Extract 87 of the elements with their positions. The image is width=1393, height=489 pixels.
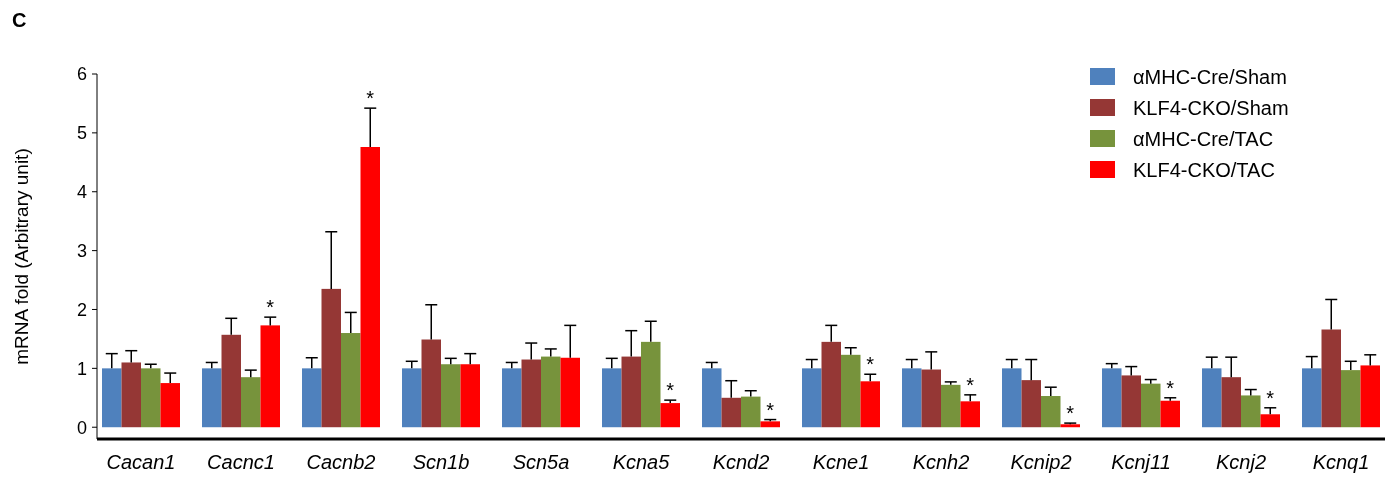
- bar: [441, 364, 461, 428]
- bar: [141, 368, 161, 428]
- bar: [260, 325, 280, 428]
- bar: [241, 377, 261, 428]
- data-label: *: [1166, 376, 1175, 399]
- bar: [921, 369, 941, 428]
- x-tick-label: Kcnip2: [1010, 451, 1072, 473]
- y-tick-label: 2: [76, 299, 87, 320]
- bar: [641, 341, 661, 428]
- data-label: *: [366, 87, 375, 110]
- bar: [860, 381, 880, 428]
- bar: [1160, 400, 1180, 428]
- y-tick-label: 3: [76, 240, 87, 261]
- data-label: *: [866, 353, 875, 376]
- bar: [541, 356, 561, 428]
- bar: [1202, 368, 1222, 428]
- bar: [841, 354, 861, 428]
- bar: [460, 364, 480, 428]
- legend-label: αMHC-Cre/Sham: [1133, 66, 1287, 88]
- bar: [421, 339, 441, 428]
- x-tick-label: Cacnc1: [207, 451, 275, 473]
- bar: [1121, 375, 1141, 428]
- bar: [1021, 380, 1041, 428]
- legend-label: KLF4-CKO/TAC: [1133, 159, 1275, 181]
- bar: [221, 334, 241, 428]
- x-tick-label: Scn1b: [412, 451, 470, 473]
- bar: [102, 368, 122, 428]
- bar: [1360, 365, 1380, 428]
- bar: [602, 368, 622, 428]
- bar: [121, 362, 141, 428]
- bar: [1141, 383, 1161, 428]
- x-tick-label: Kcnj11: [1111, 451, 1171, 473]
- bar: [302, 368, 322, 428]
- bar: [941, 384, 961, 428]
- bar: [1241, 395, 1261, 428]
- bar: [341, 333, 361, 428]
- bar: [160, 383, 180, 428]
- bar: [802, 368, 822, 428]
- legend-label: αMHC-Cre/TAC: [1133, 128, 1274, 150]
- data-label: *: [666, 379, 675, 402]
- y-tick-label: 4: [76, 182, 87, 203]
- bar: [1302, 368, 1322, 428]
- bar: [560, 357, 580, 428]
- x-tick-label: Scn5a: [512, 451, 570, 473]
- bar: [1060, 424, 1080, 428]
- bar: [760, 421, 780, 428]
- bar: [402, 368, 422, 428]
- bar: [502, 368, 522, 428]
- bar: [721, 397, 741, 428]
- data-label: *: [766, 398, 775, 421]
- x-tick-label: Kcnd2: [712, 451, 770, 473]
- bar: [902, 368, 922, 428]
- y-tick-label: 0: [76, 417, 87, 438]
- bar: [360, 147, 380, 428]
- x-tick-label: Kcna5: [612, 451, 671, 473]
- bar: [1341, 370, 1361, 428]
- bar: [1002, 368, 1022, 428]
- bar: [1321, 329, 1341, 428]
- legend-label: KLF4-CKO/Sham: [1133, 97, 1289, 119]
- bar: [741, 396, 761, 428]
- bar: [1102, 368, 1122, 428]
- bar: [521, 359, 541, 428]
- y-tick-label: 6: [76, 64, 87, 85]
- x-tick-label: Kcnq1: [1312, 451, 1370, 473]
- data-label: *: [1266, 386, 1275, 409]
- y-tick-label: 5: [76, 123, 87, 144]
- bar: [621, 356, 641, 428]
- x-tick-label: Kcnj2: [1215, 451, 1267, 473]
- bar: [660, 403, 680, 428]
- bar: [960, 401, 980, 428]
- x-tick-label: Kcne1: [812, 451, 870, 473]
- bar: [321, 288, 341, 428]
- bar: [1041, 396, 1061, 428]
- bar: [202, 368, 222, 428]
- y-axis-title: mRNA fold (Arbitrary unit): [11, 148, 32, 365]
- data-label: *: [966, 373, 975, 396]
- bar: [702, 368, 722, 428]
- bar: [1260, 414, 1280, 428]
- text: C: [12, 9, 27, 31]
- x-tick-label: Cacnb2: [306, 451, 376, 473]
- y-tick-label: 1: [76, 358, 87, 379]
- bar: [821, 341, 841, 428]
- x-tick-label: Cacan1: [106, 451, 176, 473]
- data-label: *: [1066, 402, 1075, 425]
- bar: [1221, 377, 1241, 428]
- x-tick-label: Kcnh2: [912, 451, 970, 473]
- data-label: *: [266, 296, 275, 319]
